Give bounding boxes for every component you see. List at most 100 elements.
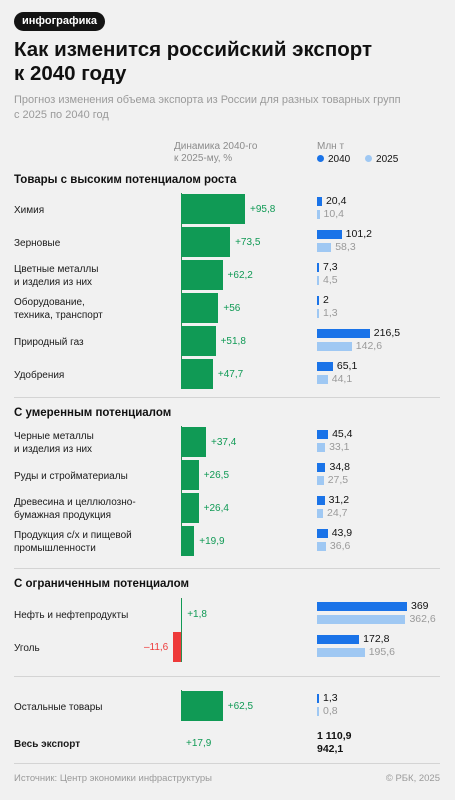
growth-bar bbox=[181, 326, 216, 356]
section-divider bbox=[14, 397, 440, 398]
bar-2040 bbox=[317, 602, 407, 611]
value-2025-label: 27,5 bbox=[327, 474, 349, 486]
row-label: Продукция с/х и пищевой промышленности bbox=[14, 529, 174, 555]
row-label-line: Остальные товары bbox=[14, 702, 103, 713]
title-line-1: Как изменится российский экспорт bbox=[14, 38, 373, 61]
growth-axis bbox=[181, 193, 182, 389]
growth-value-label: +19,9 bbox=[199, 536, 225, 547]
legend-item-2025: 2025 bbox=[365, 154, 398, 165]
growth-bar bbox=[181, 260, 223, 290]
growth-bar bbox=[181, 526, 195, 556]
bar-2025 bbox=[317, 542, 326, 551]
growth-value-label: +95,8 bbox=[250, 204, 276, 215]
value-2040-label: 65,1 bbox=[336, 360, 358, 372]
copyright: © РБК, 2025 bbox=[385, 773, 440, 784]
bar-2025 bbox=[317, 648, 365, 657]
growth-value-label: +37,4 bbox=[210, 437, 237, 448]
value-2040-label: 1,3 bbox=[323, 692, 338, 704]
legend-dot-2025 bbox=[365, 155, 373, 162]
row-label: Зерновые bbox=[14, 237, 174, 250]
value-2025-label: 362,6 bbox=[409, 613, 436, 625]
growth-bar bbox=[181, 194, 245, 224]
growth-value-label: +73,5 bbox=[235, 237, 261, 248]
bar-2040 bbox=[317, 496, 325, 505]
legend: 2040 2025 bbox=[317, 154, 398, 166]
bar-2025 bbox=[317, 309, 319, 318]
bar-2040 bbox=[317, 529, 328, 538]
row-label: Остальные товары bbox=[14, 701, 174, 714]
legend-dot-2040 bbox=[317, 155, 324, 162]
legend-label-2040: 2040 bbox=[328, 154, 351, 165]
bar-2040 bbox=[317, 463, 326, 472]
bar-2040 bbox=[317, 197, 322, 206]
bar-2040 bbox=[317, 635, 360, 644]
section-divider bbox=[14, 568, 440, 569]
value-2025-label: 10,4 bbox=[323, 208, 344, 220]
value-2040-label: 31,2 bbox=[328, 494, 350, 506]
value-2040-label: 369 bbox=[411, 600, 429, 612]
growth-bar bbox=[181, 359, 213, 389]
row-label-line: Весь экспорт bbox=[14, 739, 81, 750]
bar-2040 bbox=[317, 296, 319, 305]
title-line-2: к 2040 году bbox=[14, 62, 127, 85]
row-label: Цветные металлы и изделия из них bbox=[14, 263, 174, 289]
row-label-line: Химия bbox=[14, 205, 45, 216]
bar-2025 bbox=[317, 342, 352, 351]
bar-2040 bbox=[317, 694, 319, 703]
growth-value-label: +62,2 bbox=[227, 270, 253, 281]
growth-header-line-1: Динамика 2040-го bbox=[174, 141, 258, 152]
value-2025-label: 0,8 bbox=[323, 705, 338, 717]
value-2040-label: 34,8 bbox=[329, 461, 350, 473]
value-2040-label: 216,5 bbox=[373, 327, 401, 339]
value-2040-label: 45,4 bbox=[332, 428, 353, 440]
subtitle-line-2: с 2025 по 2040 год bbox=[14, 109, 109, 121]
growth-bar bbox=[181, 293, 219, 323]
subtitle-line-1: Прогноз изменения объема экспорта из Рос… bbox=[14, 94, 401, 106]
section-divider bbox=[14, 676, 440, 677]
row-label-line: и изделия из них bbox=[14, 277, 93, 288]
value-2025-label: 942,1 bbox=[317, 743, 344, 755]
bar-2025 bbox=[317, 243, 332, 252]
value-2025-label: 58,3 bbox=[335, 241, 356, 253]
row-label: Природный газ bbox=[14, 336, 174, 349]
section-title: С умеренным потенциалом bbox=[14, 407, 172, 419]
page-title: Как изменится российский экспорт к 2040 … bbox=[14, 38, 434, 86]
growth-bar bbox=[181, 460, 199, 490]
row-label-line: Удобрения bbox=[14, 370, 65, 381]
value-2025-label: 24,7 bbox=[327, 507, 348, 519]
row-label: Древесина и целлюлозно-бумажная продукци… bbox=[14, 496, 174, 522]
value-2025-label: 142,6 bbox=[355, 340, 383, 352]
row-label: Уголь bbox=[14, 642, 174, 655]
growth-bar bbox=[181, 599, 183, 629]
growth-header-line-2: к 2025-му, % bbox=[174, 153, 233, 164]
row-label-line: Природный газ bbox=[14, 337, 84, 348]
value-2040-label: 2 bbox=[323, 294, 329, 306]
value-2025-label: 44,1 bbox=[331, 373, 353, 385]
bar-2040 bbox=[317, 329, 370, 338]
row-label-line: промышленности bbox=[14, 543, 96, 554]
value-2040-label: 1 110,9 bbox=[317, 730, 352, 742]
growth-column-header: Динамика 2040-го к 2025-му, % bbox=[174, 141, 257, 165]
growth-value-label: +51,8 bbox=[220, 336, 246, 347]
bar-2025 bbox=[317, 476, 324, 485]
row-label-line: и изделия из них bbox=[14, 444, 93, 455]
growth-value-label: +1,8 bbox=[187, 609, 207, 620]
row-label: Химия bbox=[14, 204, 174, 217]
growth-value-label: –11,6 bbox=[143, 642, 169, 653]
legend-item-2040: 2040 bbox=[317, 154, 350, 165]
growth-axis bbox=[181, 426, 182, 556]
bar-2040 bbox=[317, 362, 333, 371]
growth-axis bbox=[181, 598, 182, 662]
growth-value-label: +26,5 bbox=[203, 470, 230, 481]
row-label: Весь экспорт bbox=[14, 738, 174, 751]
growth-value-label: +56 bbox=[223, 303, 241, 314]
bar-2025 bbox=[317, 375, 328, 384]
row-label-line: Оборудование, bbox=[14, 297, 85, 308]
growth-value-label: +62,5 bbox=[227, 701, 254, 712]
row-label-line: техника, транспорт bbox=[14, 310, 103, 321]
bar-2025 bbox=[317, 210, 320, 219]
row-label: Нефть и нефтепродукты bbox=[14, 609, 174, 622]
value-2040-label: 43,9 bbox=[331, 527, 353, 539]
value-2025-label: 4,5 bbox=[323, 274, 338, 286]
row-label-line: Цветные металлы bbox=[14, 264, 99, 275]
